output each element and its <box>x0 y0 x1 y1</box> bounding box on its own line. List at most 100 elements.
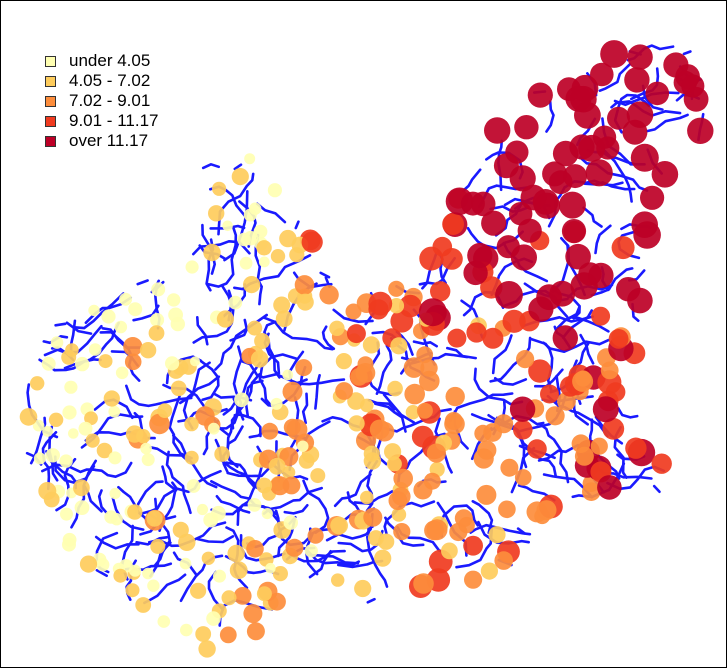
stream-segment <box>229 318 249 342</box>
legend-swatch-class-4 <box>45 115 56 127</box>
site-symbol-class-3 <box>590 437 608 455</box>
site-symbol-class-1 <box>186 479 201 493</box>
site-symbol-class-1 <box>168 307 184 323</box>
stream-segment <box>65 321 93 335</box>
site-symbol-class-3 <box>124 353 142 371</box>
stream-segment <box>294 220 300 230</box>
site-symbol-class-2 <box>30 376 45 391</box>
site-symbol-class-4 <box>540 384 559 404</box>
site-symbol-class-2 <box>113 568 128 583</box>
site-symbol-class-3 <box>464 570 483 589</box>
site-symbol-class-3 <box>279 447 299 467</box>
stream-segment <box>333 473 372 508</box>
stream-segment <box>201 163 220 170</box>
site-symbol-class-5 <box>687 117 714 144</box>
site-symbol-class-3 <box>574 446 594 466</box>
site-symbol-class-3 <box>582 482 601 502</box>
stream-segment <box>132 304 160 322</box>
stream-segment <box>233 163 243 171</box>
site-symbol-class-2 <box>221 590 237 606</box>
stream-segment <box>117 485 152 526</box>
site-symbol-class-1 <box>196 503 209 516</box>
site-symbol-class-2 <box>256 586 272 602</box>
site-symbol-class-3 <box>195 406 215 426</box>
stream-segment <box>196 316 209 346</box>
stream-segment <box>111 496 145 531</box>
site-symbol-class-3 <box>600 361 619 380</box>
site-symbol-class-1 <box>265 562 276 574</box>
site-symbol-class-5 <box>600 40 628 68</box>
site-symbol-class-2 <box>374 549 392 567</box>
site-symbol-class-3 <box>335 382 353 400</box>
site-symbol-class-3 <box>246 622 265 641</box>
site-symbol-class-1 <box>108 405 121 418</box>
site-symbol-class-5 <box>627 44 653 70</box>
site-symbol-class-5 <box>590 62 614 87</box>
site-symbol-class-3 <box>233 587 252 605</box>
stream-segment <box>537 443 580 462</box>
site-symbol-class-2 <box>136 429 151 444</box>
site-symbol-class-2 <box>367 530 384 547</box>
site-symbol-class-5 <box>520 184 547 211</box>
site-symbol-class-2 <box>127 504 143 520</box>
site-symbol-class-2 <box>298 453 315 469</box>
site-symbol-class-4 <box>463 535 483 556</box>
site-symbol-class-1 <box>60 507 73 521</box>
site-symbol-class-2 <box>48 412 64 427</box>
stream-segment <box>258 353 298 406</box>
legend-row-class-3: 7.02 - 9.01 <box>45 91 158 111</box>
site-symbol-class-2 <box>282 465 296 479</box>
site-symbol-class-3 <box>413 573 434 594</box>
stream-segment <box>55 457 77 512</box>
site-symbol-class-3 <box>363 507 383 527</box>
site-symbol-class-2 <box>296 293 314 311</box>
site-symbol-class-1 <box>68 428 79 439</box>
legend-row-class-1: under 4.05 <box>45 51 158 71</box>
site-symbol-class-2 <box>65 343 79 357</box>
site-symbol-class-3 <box>294 275 315 295</box>
site-symbol-class-4 <box>651 453 672 474</box>
site-symbol-class-2 <box>170 380 187 397</box>
site-symbol-class-2 <box>441 542 458 560</box>
stream-segment <box>198 359 220 401</box>
site-symbol-class-1 <box>228 295 243 310</box>
stream-segment <box>161 465 178 492</box>
site-symbol-class-3 <box>369 419 390 440</box>
site-symbol-class-4 <box>482 327 504 349</box>
site-symbol-class-5 <box>597 475 622 500</box>
site-symbol-class-2 <box>73 479 90 497</box>
site-symbol-class-1 <box>206 611 221 626</box>
site-symbol-class-1 <box>283 515 298 530</box>
legend-label-class-3: 7.02 - 9.01 <box>69 91 151 110</box>
site-symbol-class-2 <box>227 544 245 563</box>
legend-label-class-5: over 11.17 <box>69 131 149 150</box>
site-symbol-class-2 <box>208 205 225 222</box>
site-symbol-class-3 <box>350 368 368 386</box>
site-symbol-class-5 <box>481 210 507 236</box>
site-symbol-class-2 <box>216 310 234 328</box>
legend-label-class-4: 9.01 - 11.17 <box>69 111 159 130</box>
site-symbol-class-2 <box>84 411 98 426</box>
site-symbol-class-3 <box>458 516 475 534</box>
site-symbol-class-1 <box>234 392 249 408</box>
stream-segment <box>319 271 331 279</box>
stream-segment <box>206 227 238 288</box>
stream-segment <box>682 50 692 56</box>
site-symbol-class-5 <box>505 140 529 164</box>
site-symbol-class-2 <box>335 353 352 370</box>
site-symbol-class-2 <box>388 298 405 314</box>
stream-segment <box>225 461 261 491</box>
site-symbol-class-1 <box>185 260 199 274</box>
stream-segment <box>153 497 171 567</box>
site-symbol-class-1 <box>270 397 283 410</box>
stream-segment <box>542 338 610 353</box>
legend-row-class-5: over 11.17 <box>45 131 158 151</box>
site-symbol-class-4 <box>399 294 422 318</box>
stream-segment <box>641 84 664 111</box>
stream-segment <box>493 377 528 386</box>
stream-segment <box>301 392 309 425</box>
site-symbol-class-2 <box>184 416 199 432</box>
site-symbol-class-3 <box>419 370 440 392</box>
site-symbol-class-1 <box>249 202 262 215</box>
